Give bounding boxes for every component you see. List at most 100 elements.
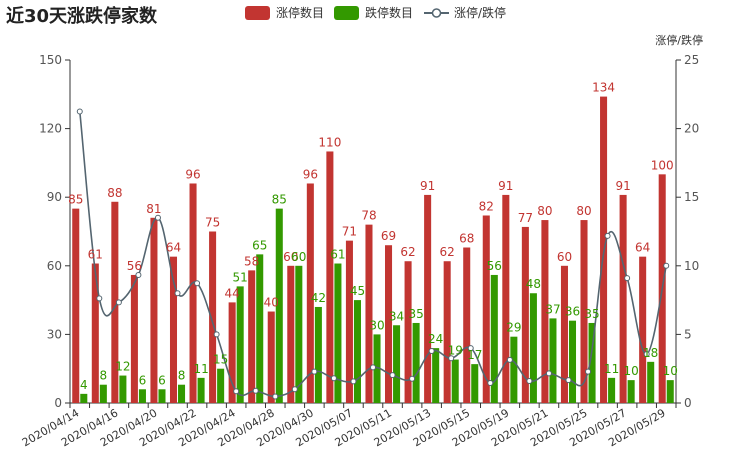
data-label-limit-down: 18 (643, 346, 658, 360)
ratio-point (526, 378, 533, 385)
bar-limit-up (287, 265, 295, 403)
data-label-limit-up: 91 (615, 179, 630, 193)
ratio-point (272, 393, 279, 400)
bar-limit-up (365, 224, 373, 403)
data-label-limit-down: 60 (291, 250, 306, 264)
bar-limit-down (568, 320, 577, 403)
data-label-limit-down: 12 (115, 360, 130, 374)
data-label-limit-up: 78 (361, 209, 376, 223)
data-label-limit-up: 40 (264, 296, 279, 310)
ratio-point (448, 355, 455, 362)
bar-limit-down (608, 377, 616, 403)
ratio-point (252, 387, 259, 394)
bar-limit-up (385, 245, 393, 403)
bar-limit-down (119, 375, 127, 403)
bar-limit-up (345, 240, 353, 403)
bar-limit-up (502, 194, 510, 403)
ratio-point (350, 378, 357, 385)
bar-limit-up (424, 194, 432, 403)
bar-limit-down (197, 377, 205, 403)
data-labels: 8546188812566816648961175154451586540856… (68, 81, 678, 392)
bar-limit-down (432, 348, 440, 403)
ratio-point (311, 368, 318, 375)
bar-limit-up (72, 208, 80, 403)
bar-limit-up (130, 274, 138, 403)
data-label-limit-down: 48 (526, 277, 541, 291)
bar-limit-up (91, 263, 99, 403)
bar-limit-up (521, 226, 529, 403)
bar-limit-down (588, 322, 596, 403)
data-label-limit-up: 96 (185, 167, 200, 181)
legend-item-limit-down[interactable]: 跌停数目 (334, 5, 413, 20)
legend-item-limit-up[interactable]: 涨停数目 (245, 5, 324, 20)
data-label-limit-up: 80 (576, 204, 591, 218)
ratio-point (194, 280, 201, 287)
data-label-limit-down: 30 (369, 318, 384, 332)
right-tick-label: 20 (684, 122, 699, 136)
bar-limit-down (99, 384, 107, 403)
ratio-point (213, 331, 220, 338)
chart-title: 近30天涨跌停家数 (6, 5, 158, 27)
bar-limit-down (256, 254, 264, 403)
legend[interactable]: 涨停数目 跌停数目 涨停/跌停 (245, 5, 506, 20)
legend-marker-ratio (431, 8, 442, 18)
bar-limit-up (482, 215, 490, 403)
legend-swatch-limit-down (334, 6, 359, 20)
bar-limit-up (639, 256, 647, 403)
bar-limit-up (111, 201, 119, 403)
ratio-point (428, 348, 435, 355)
legend-label-limit-up: 涨停数目 (276, 5, 324, 20)
ratio-point (135, 271, 142, 278)
data-label-limit-down: 42 (311, 291, 326, 305)
data-label-limit-up: 60 (283, 250, 298, 264)
data-label-limit-up: 64 (166, 241, 181, 255)
ratio-point (487, 379, 494, 386)
data-label-limit-up: 82 (479, 199, 494, 213)
ratio-point (370, 364, 376, 371)
bar-limit-down (471, 364, 479, 403)
data-label-limit-down: 34 (389, 309, 404, 323)
data-label-limit-down: 85 (272, 193, 287, 207)
bar-limit-up (326, 151, 334, 403)
bar-limit-down (236, 286, 244, 403)
ratio-point (96, 295, 103, 302)
legend-item-ratio[interactable]: 涨停/跌停 (424, 5, 506, 20)
right-tick-label: 15 (684, 190, 699, 204)
data-label-limit-down: 65 (252, 238, 267, 252)
data-label-limit-up: 62 (400, 245, 415, 259)
data-label-limit-down: 51 (233, 270, 248, 284)
data-label-limit-down: 35 (408, 307, 423, 321)
data-label-limit-down: 11 (604, 362, 619, 376)
data-label-limit-up: 75 (205, 216, 220, 230)
bar-limit-up (600, 96, 608, 403)
bar-limit-up (209, 231, 217, 403)
ratio-point (174, 290, 181, 297)
data-label-limit-up: 77 (518, 211, 533, 225)
data-label-limit-up: 96 (303, 167, 318, 181)
data-label-limit-down: 29 (506, 321, 521, 335)
left-tick-label: 150 (39, 53, 62, 67)
data-label-limit-down: 36 (565, 305, 580, 319)
data-label-limit-down: 61 (330, 248, 345, 262)
bar-limit-down (451, 359, 459, 403)
bar-limit-down (158, 389, 166, 403)
data-label-limit-up: 80 (537, 204, 552, 218)
bar-limit-down (217, 368, 225, 403)
ratio-point (409, 375, 416, 382)
data-label-limit-down: 56 (487, 259, 502, 273)
bar-limit-up (228, 302, 236, 403)
right-tick-label: 10 (684, 259, 699, 273)
bar-limit-down (138, 389, 146, 403)
legend-label-limit-down: 跌停数目 (365, 5, 413, 20)
bar-limit-up (248, 270, 256, 403)
ratio-point (545, 370, 552, 377)
left-tick-label: 60 (47, 259, 62, 273)
ratio-point (585, 368, 592, 375)
bar-limit-down (529, 293, 537, 403)
left-tick-label: 90 (47, 190, 62, 204)
ratio-point (624, 275, 631, 282)
bar-limit-down (393, 325, 401, 403)
data-label-limit-down: 45 (350, 284, 365, 298)
legend-label-ratio: 涨停/跌停 (454, 5, 506, 20)
